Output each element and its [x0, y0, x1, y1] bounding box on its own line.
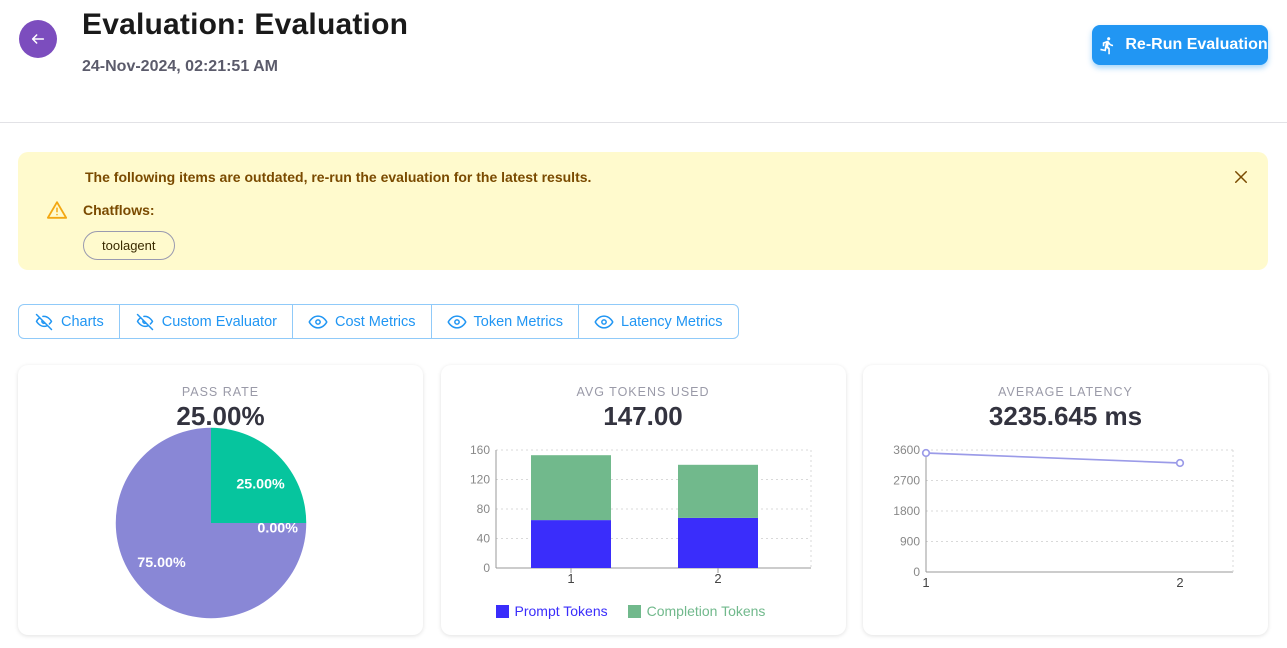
- svg-text:80: 80: [476, 502, 490, 516]
- svg-text:2: 2: [1176, 575, 1183, 590]
- svg-text:2: 2: [714, 571, 721, 586]
- svg-text:0.00%: 0.00%: [257, 521, 298, 537]
- svg-text:3600: 3600: [893, 445, 920, 457]
- svg-text:1: 1: [567, 571, 574, 586]
- svg-text:120: 120: [469, 473, 489, 487]
- svg-text:1800: 1800: [893, 504, 920, 518]
- svg-text:0: 0: [483, 561, 490, 575]
- svg-text:1: 1: [922, 575, 929, 590]
- svg-text:160: 160: [469, 445, 489, 457]
- svg-text:900: 900: [900, 535, 920, 549]
- svg-text:40: 40: [476, 532, 490, 546]
- svg-text:2700: 2700: [893, 474, 920, 488]
- svg-text:75.00%: 75.00%: [137, 555, 186, 571]
- svg-text:0: 0: [913, 565, 920, 579]
- svg-text:25.00%: 25.00%: [236, 477, 285, 493]
